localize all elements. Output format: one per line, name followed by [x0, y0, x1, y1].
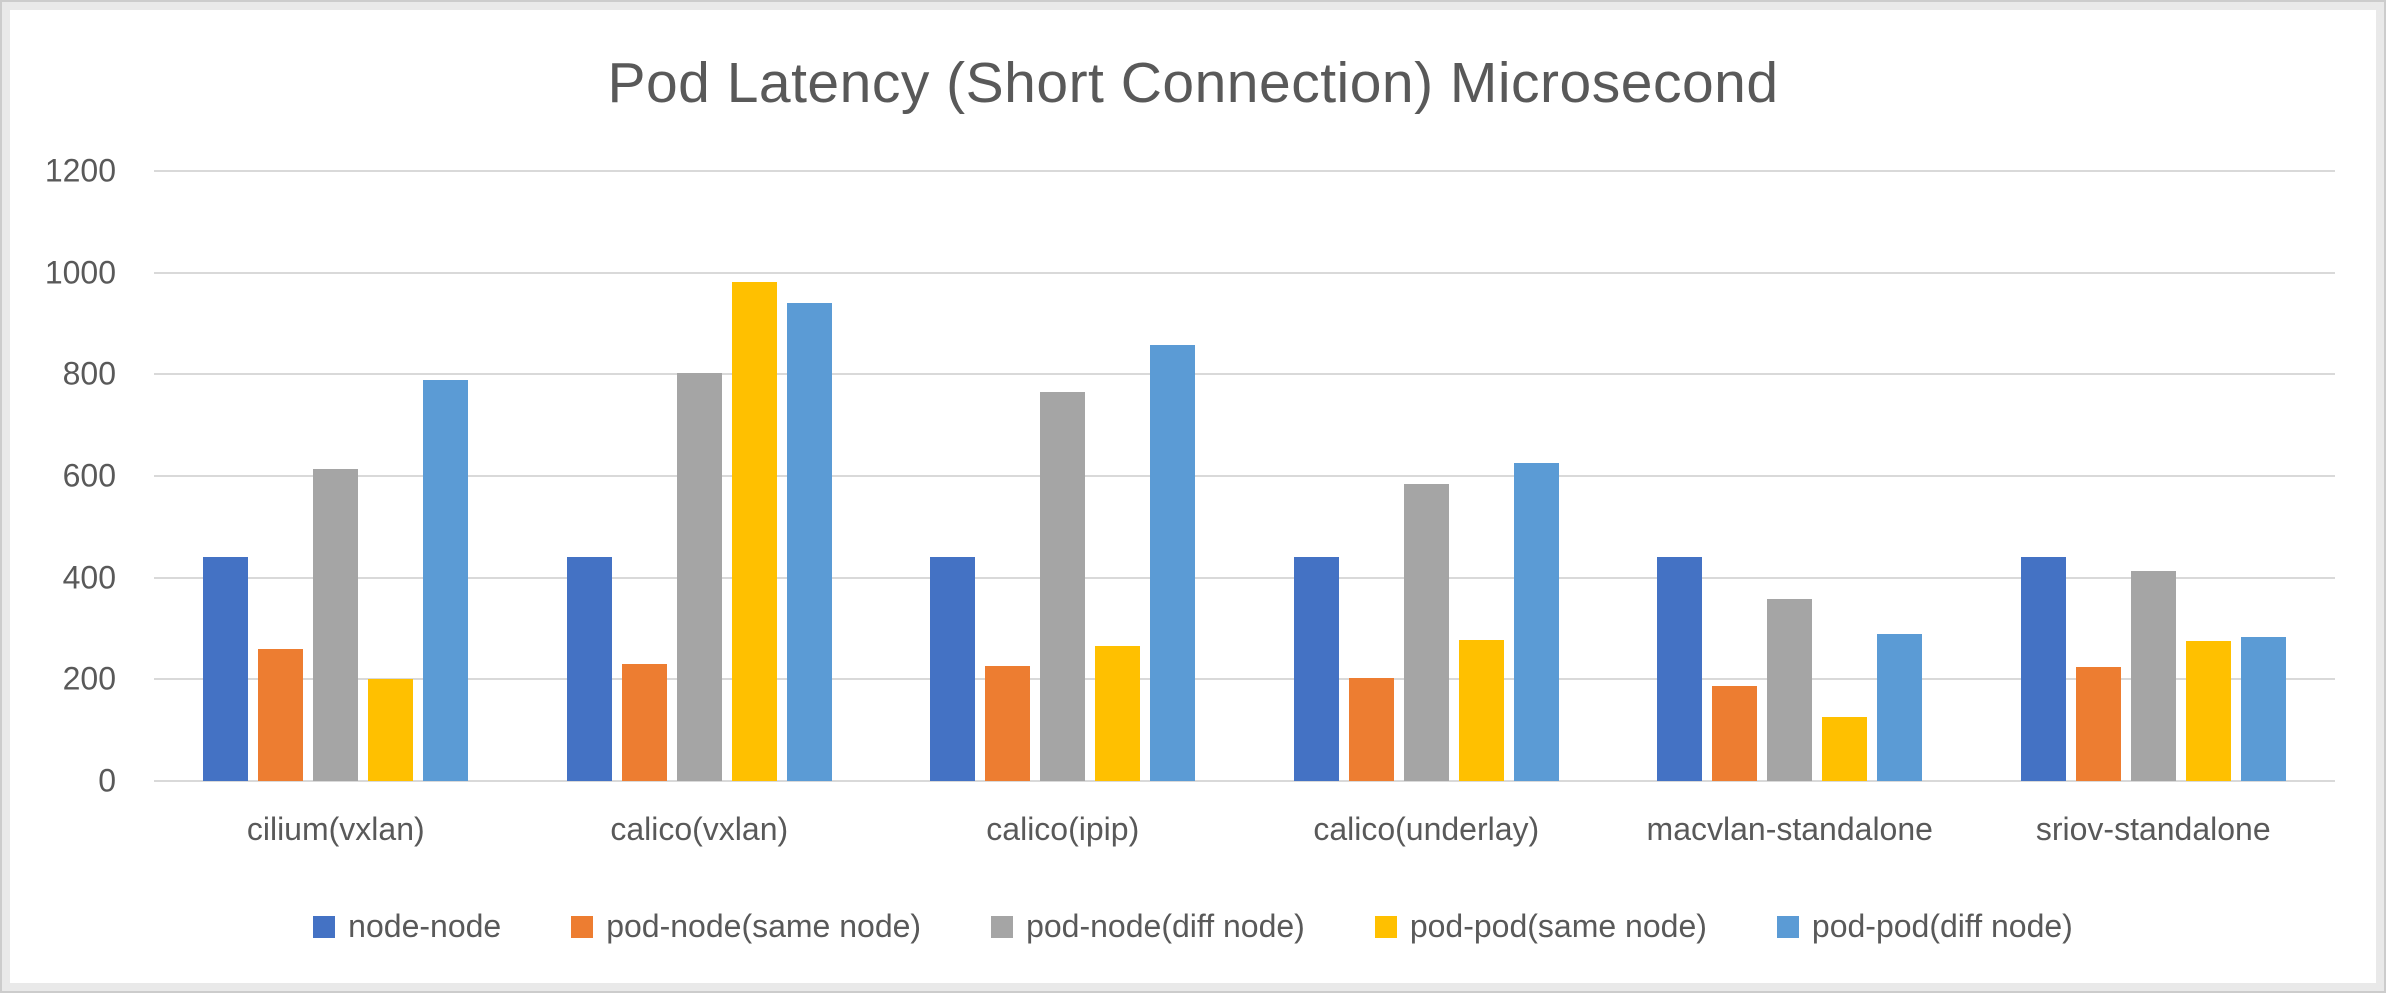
y-axis-tick-label: 400: [62, 559, 116, 596]
gridline-1000: [154, 271, 2335, 274]
bar-group-cilium(vxlan): [154, 171, 518, 781]
bar-pod-node(diff node): [1040, 391, 1086, 781]
chart-title: Pod Latency (Short Connection) Microseco…: [607, 51, 1779, 115]
legend: node-node pod-node(same node) pod-node(dif…: [10, 908, 2376, 945]
y-axis-tick-label: 600: [62, 457, 116, 494]
category-label: sriov-standalone: [2035, 811, 2271, 847]
legend-label: pod-pod(diff node): [1811, 908, 2073, 944]
bar-pod-node(same node): [985, 666, 1031, 781]
bar-pod-pod(diff node): [786, 303, 832, 781]
bar-groups: [154, 171, 2335, 781]
bar-node-node: [1657, 557, 1703, 781]
gridline-600: [154, 475, 2335, 477]
category-label: cilium(vxlan): [246, 811, 425, 847]
bar-pod-node(same node): [1712, 686, 1758, 781]
bar-pod-pod(diff node): [1877, 634, 1923, 781]
y-axis-tick-label: 800: [62, 355, 116, 392]
legend-label: pod-pod(same node): [1409, 908, 1707, 944]
bar-node-node: [203, 557, 249, 781]
bar-pod-node(same node): [621, 664, 667, 781]
category-label: calico(ipip): [986, 811, 1140, 847]
bar-pod-pod(diff node): [1513, 462, 1559, 781]
bar-pod-node(same node): [2075, 667, 2121, 781]
gridline-400: [154, 576, 2335, 579]
bar-pod-node(same node): [1348, 677, 1394, 781]
legend-swatch: [1374, 915, 1397, 938]
legend-label: node-node: [348, 908, 502, 944]
y-axis-tick-label: 1200: [44, 152, 116, 189]
bar-node-node: [2020, 557, 2066, 781]
bar-pod-pod(diff node): [2240, 636, 2286, 781]
legend-item-pod-node(diff node): pod-node(diff node): [991, 908, 1305, 945]
legend-swatch: [313, 915, 336, 938]
bar-node-node: [566, 557, 612, 781]
bar-pod-node(diff node): [1767, 599, 1813, 781]
y-axis: 0 200 400 600 800 1000 1200: [10, 153, 130, 799]
bar-pod-node(diff node): [313, 469, 359, 781]
bar-pod-node(diff node): [676, 372, 722, 781]
bar-node-node: [930, 557, 976, 781]
x-axis: cilium(vxlan) calico(vxlan) calico(ipip) ca…: [154, 811, 2335, 848]
category-label: calico(vxlan): [610, 811, 789, 847]
legend-item-pod-node(same node): pod-node(same node): [571, 908, 921, 945]
bar-group-calico(ipip): [881, 171, 1245, 781]
category-label: macvlan-standalone: [1646, 811, 1933, 847]
y-axis-tick-label: 1000: [44, 254, 116, 291]
gridline-1200: [154, 170, 2335, 172]
bar-pod-node(diff node): [1403, 483, 1449, 781]
legend-label: pod-node(same node): [606, 908, 922, 944]
legend-swatch: [1776, 915, 1799, 938]
chart-canvas: Pod Latency (Short Connection) Microseco…: [10, 10, 2376, 983]
gridline-0: [154, 780, 2335, 782]
bar-pod-pod(same node): [2185, 640, 2231, 781]
category-label: calico(underlay): [1313, 811, 1540, 847]
bar-group-calico(underlay): [1245, 171, 1609, 781]
bar-pod-pod(same node): [368, 679, 414, 781]
plot-area: [154, 170, 2335, 782]
bar-group-macvlan-standalone: [1608, 171, 1972, 781]
bar-group-calico(vxlan): [518, 171, 882, 781]
bar-pod-pod(same node): [1458, 640, 1504, 781]
legend-item-pod-pod(diff node): pod-pod(diff node): [1776, 908, 2073, 945]
legend-swatch: [991, 915, 1014, 938]
y-axis-tick-label: 200: [62, 660, 116, 697]
bar-pod-pod(same node): [731, 282, 777, 781]
legend-item-node-node: node-node: [313, 908, 501, 945]
bar-pod-node(diff node): [2130, 571, 2176, 781]
legend-item-pod-pod(same node): pod-pod(same node): [1374, 908, 1707, 945]
gridline-800: [154, 373, 2335, 376]
legend-swatch: [571, 915, 594, 938]
bar-node-node: [1293, 557, 1339, 781]
legend-label: pod-node(diff node): [1026, 908, 1305, 944]
bar-pod-pod(same node): [1822, 717, 1868, 781]
bar-group-sriov-standalone: [1972, 171, 2336, 781]
bar-pod-pod(same node): [1095, 646, 1141, 781]
bar-pod-pod(diff node): [423, 379, 469, 781]
y-axis-tick-label: 0: [98, 762, 116, 799]
bar-pod-node(same node): [258, 648, 304, 781]
bar-pod-pod(diff node): [1150, 345, 1196, 781]
gridline-200: [154, 678, 2335, 681]
